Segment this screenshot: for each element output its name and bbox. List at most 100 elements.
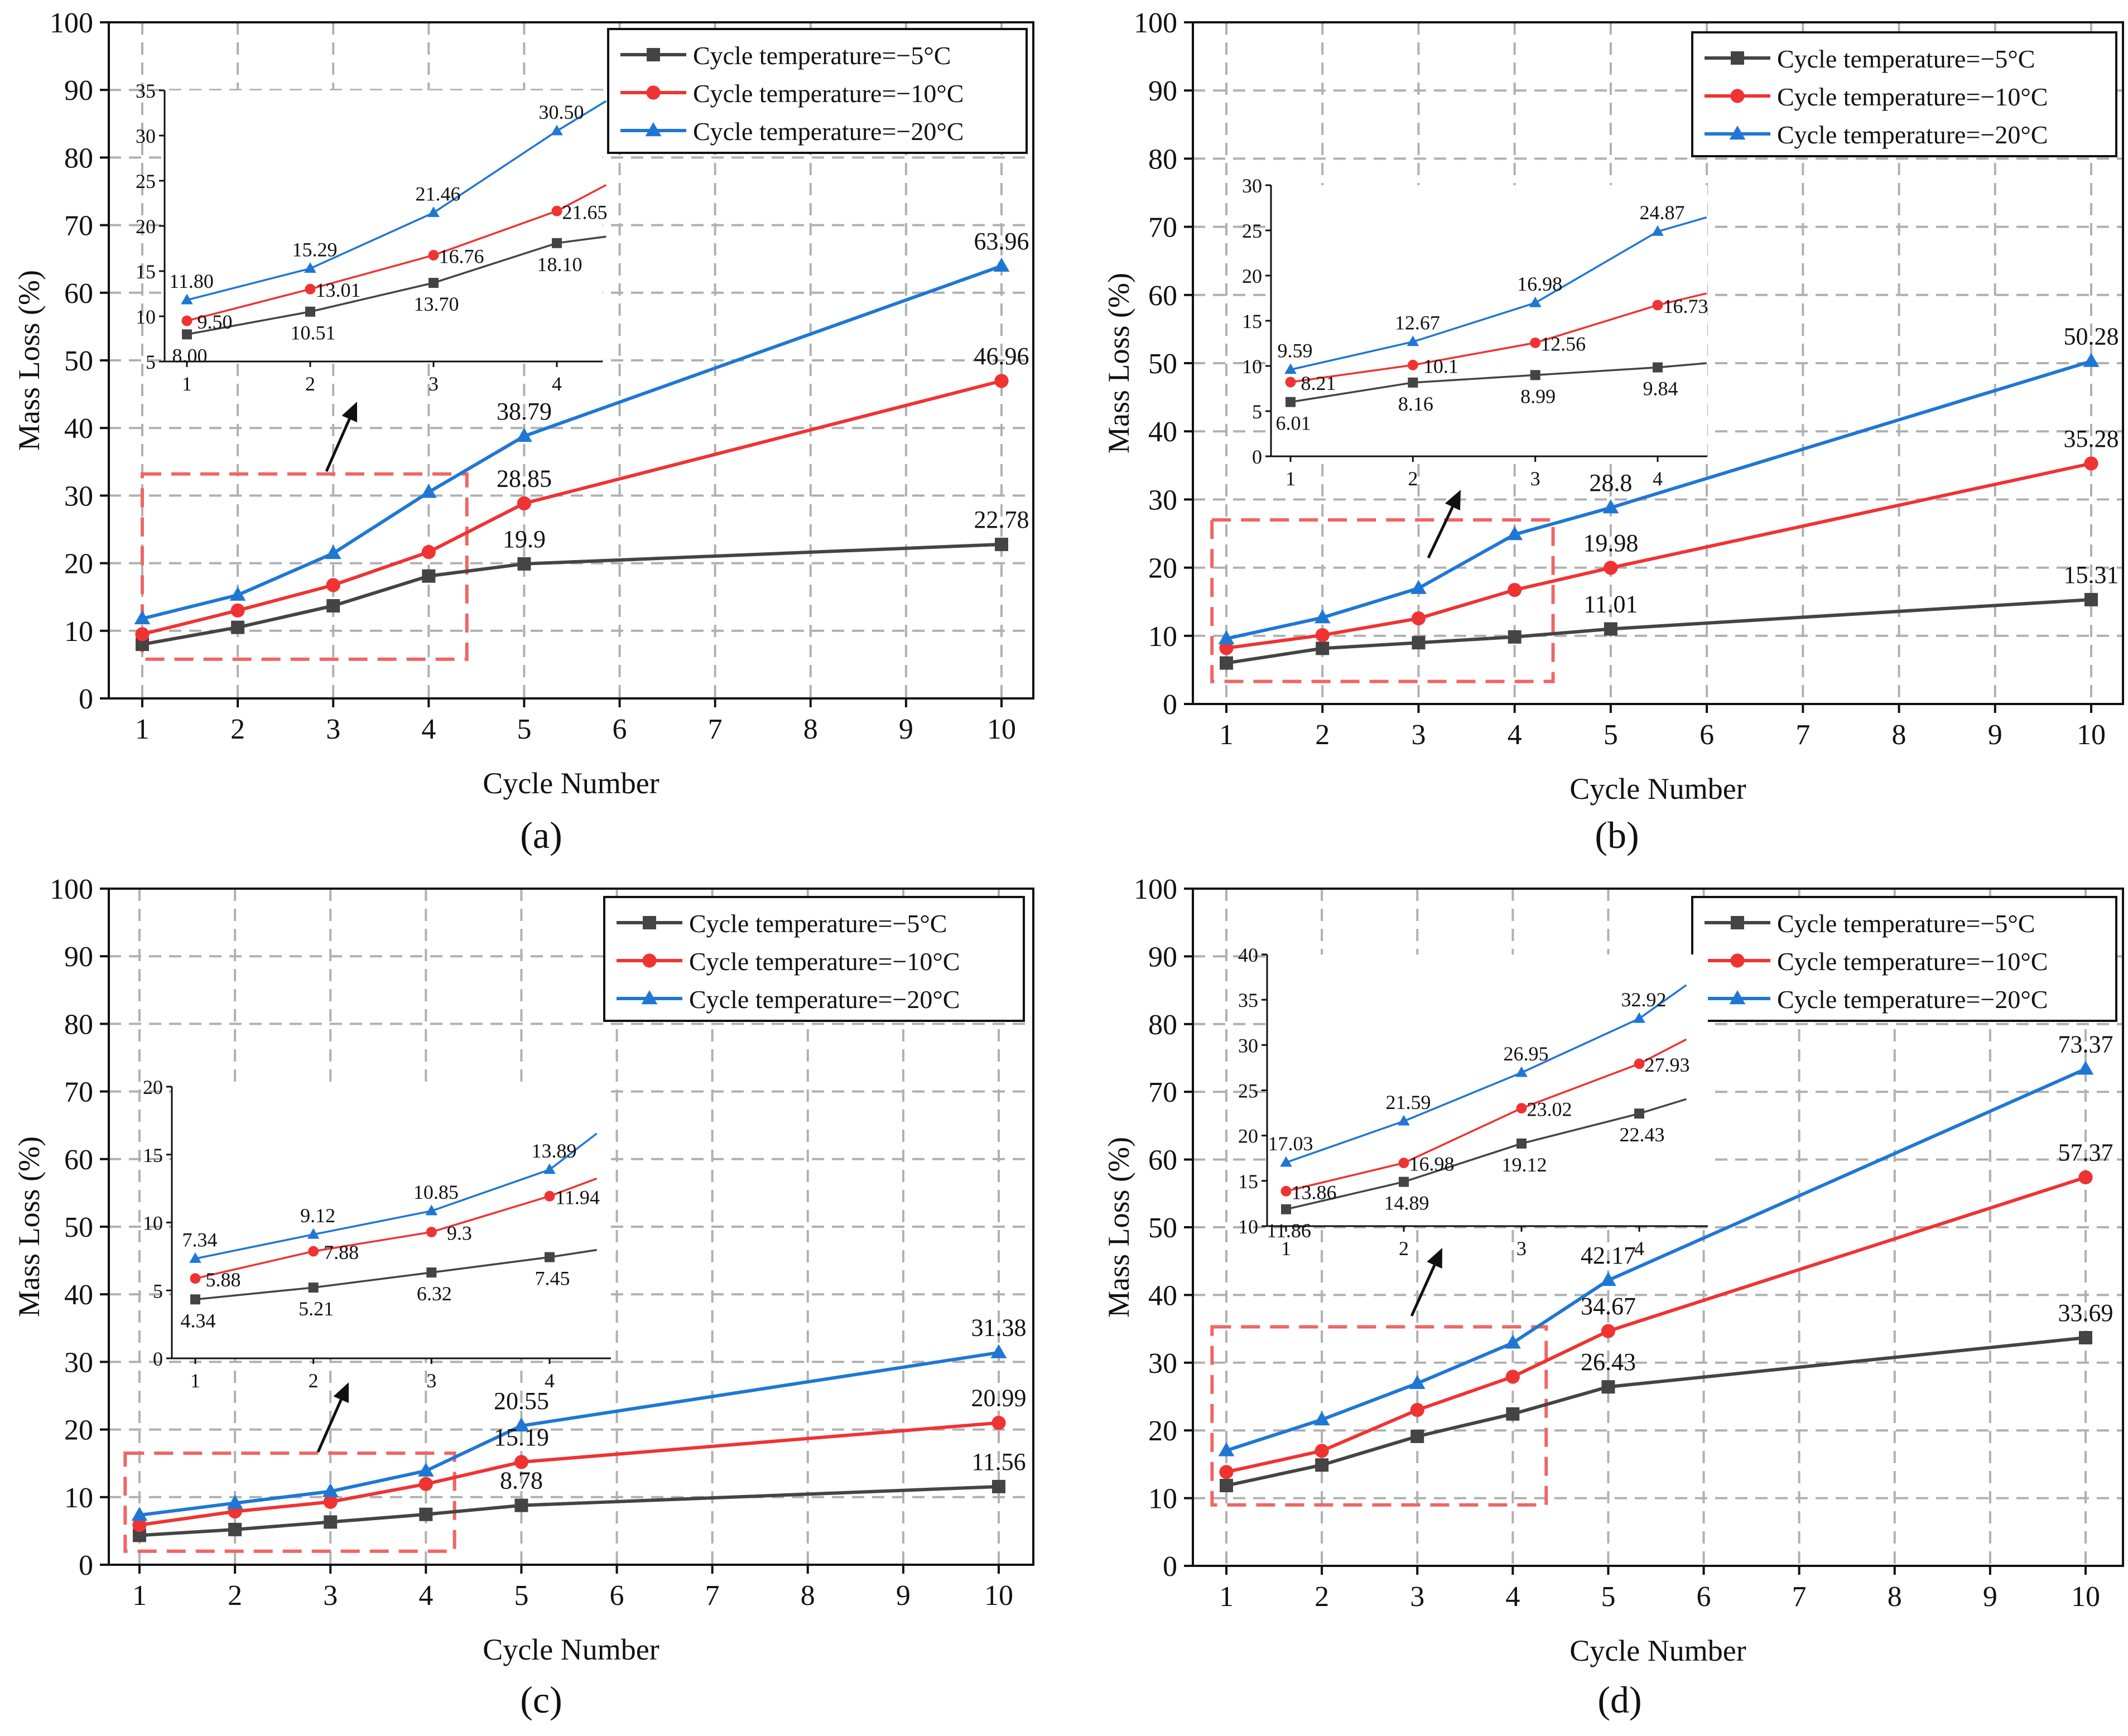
inset-data-label: 13.70	[414, 293, 459, 315]
data-label: 28.85	[497, 465, 552, 492]
y-tick-label: 50	[1148, 1212, 1177, 1244]
inset-data-point	[1285, 377, 1296, 388]
x-tick-label: 7	[1792, 1581, 1807, 1613]
arrow-head	[1427, 1248, 1442, 1269]
x-tick-label: 4	[418, 1580, 433, 1612]
inset-data-point	[182, 329, 192, 340]
inset-y-tick-label: 10	[143, 1212, 163, 1235]
inset-data-point	[308, 1246, 319, 1257]
data-point	[514, 1455, 529, 1469]
data-point	[1219, 641, 1234, 655]
x-tick-label: 5	[1601, 1581, 1615, 1613]
y-tick-label: 40	[64, 413, 93, 445]
legend: Cycle temperature=−5°C Cycle temperature=…	[603, 896, 1025, 1022]
x-tick-label: 1	[1219, 719, 1234, 751]
inset-y-tick-label: 35	[1238, 989, 1258, 1011]
inset-data-label: 13.89	[532, 1140, 577, 1162]
inset-x-tick-label: 3	[1530, 467, 1540, 490]
inset-data-label: 21.65	[562, 201, 608, 223]
inset-data-point	[544, 1190, 555, 1202]
inset-data-point	[190, 1273, 201, 1284]
inset-data-label: 7.45	[535, 1267, 570, 1290]
inset-data-label: 8.00	[172, 344, 208, 367]
x-tick-label: 5	[1604, 719, 1618, 751]
y-axis-title: Mass Loss (%)	[1102, 273, 1135, 454]
inset-y-tick-label: 15	[136, 261, 156, 283]
inset-y-tick-label: 20	[143, 1076, 163, 1098]
legend-marker	[1731, 916, 1744, 929]
data-point	[991, 1416, 1006, 1430]
inset-data-point	[1280, 1185, 1292, 1197]
x-tick-label: 9	[1988, 719, 2002, 751]
legend-label-0: Cycle temperature=−5°C	[689, 909, 947, 938]
data-point	[1410, 1429, 1424, 1443]
data-point	[1604, 622, 1617, 636]
y-tick-label: 50	[1148, 348, 1177, 380]
inset-data-point	[1634, 1058, 1645, 1069]
inset-background	[1271, 185, 1707, 456]
inset-data-label: 9.59	[1278, 340, 1313, 362]
inset-data-label: 4.34	[181, 1309, 216, 1332]
inset-y-tick-label: 15	[143, 1144, 163, 1166]
inset-data-point	[1398, 1115, 1410, 1126]
data-label: 34.67	[1581, 1293, 1636, 1320]
legend-label-2: Cycle temperature=−20°C	[693, 117, 964, 146]
inset-x-tick-label: 4	[1634, 1237, 1644, 1260]
inset-x-tick-label: 4	[552, 373, 562, 395]
legend-label-0: Cycle temperature=−5°C	[1777, 909, 2035, 938]
arrow-shaft	[1410, 1257, 1439, 1317]
inset-data-label: 8.21	[1301, 372, 1336, 394]
data-point	[1315, 628, 1330, 643]
inset-y-tick-label: 20	[136, 215, 156, 238]
data-point	[326, 599, 340, 613]
data-label: 46.96	[974, 343, 1029, 370]
inset-data-point	[305, 283, 316, 295]
y-tick-label: 20	[1148, 553, 1177, 585]
y-tick-label: 0	[1163, 1551, 1177, 1583]
inset-data-label: 12.67	[1395, 312, 1440, 334]
y-tick-label: 20	[1148, 1415, 1177, 1447]
data-point	[1601, 1380, 1615, 1394]
series-line-0	[1226, 597, 2092, 665]
panel-caption: (c)	[520, 1679, 562, 1721]
legend-label-2: Cycle temperature=−20°C	[1777, 985, 2048, 1014]
data-point	[131, 1507, 148, 1521]
data-point	[228, 1522, 242, 1536]
inset-data-point	[426, 1227, 437, 1237]
y-tick-label: 40	[64, 1279, 93, 1311]
x-tick-label: 5	[517, 713, 531, 745]
inset-data-point	[1407, 359, 1418, 370]
x-tick-label: 7	[705, 1580, 720, 1612]
data-label: 31.38	[971, 1314, 1027, 1342]
inset-y-tick-label: 10	[136, 306, 156, 328]
data-label: 19.98	[1583, 529, 1638, 557]
legend-marker	[641, 990, 658, 1005]
legend-marker	[646, 85, 661, 100]
data-point	[227, 1494, 243, 1509]
x-tick-label: 6	[613, 713, 627, 745]
legend-label-1: Cycle temperature=−10°C	[1777, 947, 2048, 976]
data-point	[1504, 1334, 1521, 1349]
inset-data-point	[1652, 225, 1664, 236]
data-point	[325, 544, 341, 560]
data-point	[420, 484, 437, 498]
inset-data-label: 32.92	[1621, 988, 1667, 1011]
data-label: 73.37	[2058, 1030, 2113, 1058]
x-tick-label: 3	[326, 713, 340, 745]
inset-data-label: 10.85	[413, 1181, 459, 1203]
legend-marker	[1731, 51, 1744, 65]
x-tick-label: 5	[514, 1580, 528, 1612]
data-point	[2084, 456, 2098, 471]
inset-data-point	[545, 1252, 555, 1262]
inset-data-label: 6.01	[1276, 412, 1311, 435]
inset-data-point	[1652, 300, 1663, 311]
inset-data-point	[1408, 377, 1418, 388]
inset-data-point	[428, 250, 439, 261]
series-line-1	[1226, 1175, 2086, 1474]
data-point	[1508, 630, 1522, 644]
data-point	[417, 1462, 434, 1477]
inset-data-point	[1281, 1204, 1291, 1214]
data-point	[1409, 1375, 1426, 1390]
